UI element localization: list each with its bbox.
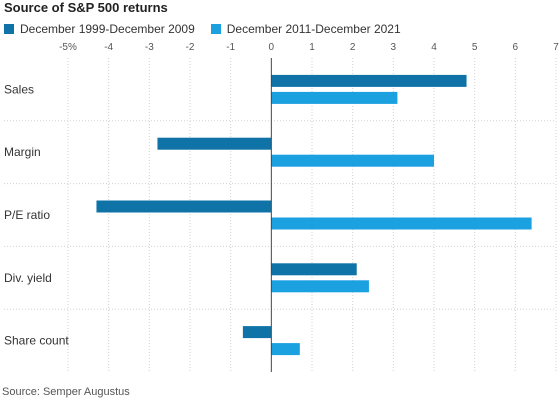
x-tick-label: 3 — [391, 42, 397, 53]
legend-item-series-1: December 1999-December 2009 — [4, 22, 195, 36]
bar-series-2 — [271, 154, 434, 167]
x-tick-label: -3 — [145, 42, 154, 53]
category-label: P/E ratio — [4, 208, 50, 222]
bar-series-2 — [271, 91, 398, 104]
x-tick-label: 4 — [431, 42, 437, 53]
x-tick-label: 7 — [553, 42, 559, 53]
legend-label-series-1: December 1999-December 2009 — [20, 22, 195, 36]
legend-swatch-series-1 — [4, 24, 14, 34]
x-tick-label: 2 — [350, 42, 356, 53]
legend-label-series-2: December 2011-December 2021 — [226, 22, 401, 36]
chart-title: Source of S&P 500 returns — [4, 0, 168, 15]
bar-series-1 — [271, 74, 467, 87]
category-label: Margin — [4, 145, 41, 159]
x-tick-label: 5 — [472, 42, 478, 53]
x-tick-label: 1 — [309, 42, 315, 53]
category-label: Sales — [4, 82, 34, 96]
bar-series-1 — [157, 137, 272, 150]
x-tick-label: 6 — [513, 42, 519, 53]
bar-series-1 — [271, 263, 357, 276]
x-tick-label: -5% — [59, 42, 77, 53]
source-note: Source: Semper Augustus — [2, 386, 130, 398]
bar-series-2 — [271, 280, 369, 293]
legend: December 1999-December 2009 December 201… — [4, 22, 417, 36]
x-tick-label: 0 — [269, 42, 275, 53]
bar-series-1 — [242, 326, 272, 339]
x-tick-label: -4 — [104, 42, 113, 53]
bar-series-1 — [96, 200, 272, 213]
x-tick-label: -1 — [226, 42, 235, 53]
category-label: Div. yield — [4, 271, 52, 285]
legend-swatch-series-2 — [210, 24, 221, 34]
category-label: Share count — [4, 334, 69, 348]
legend-item-series-2: December 2011-December 2021 — [210, 22, 401, 36]
bar-series-2 — [271, 343, 300, 356]
x-tick-label: -2 — [186, 42, 195, 53]
bar-series-2 — [271, 217, 532, 230]
